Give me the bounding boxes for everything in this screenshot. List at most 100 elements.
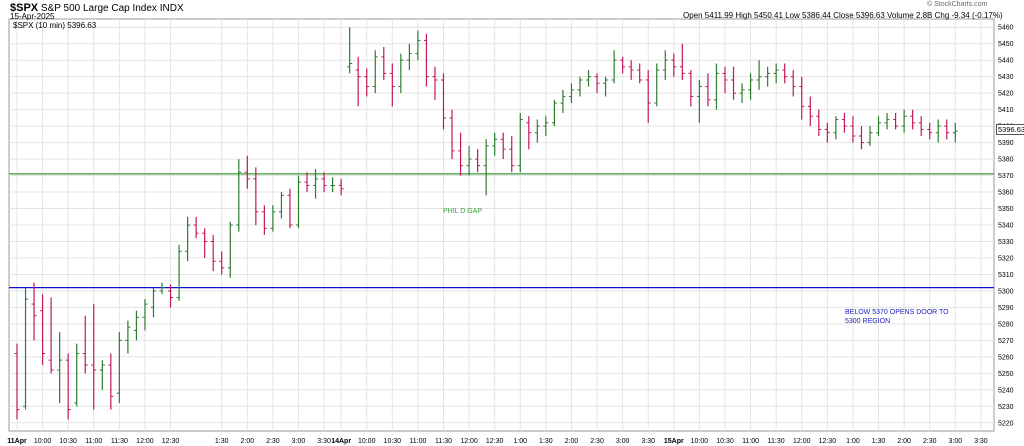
ohlc-bar [850,116,856,143]
ohlc-bar [423,33,429,87]
ohlc-bar [125,320,131,354]
x-tick-label: 14Apr [331,438,351,445]
ohlc-bar [381,47,387,80]
ohlc-bars [14,27,958,420]
ohlc-bar [176,244,182,301]
x-tick-label: 10:00 [691,438,709,445]
ohlc-bar [893,112,899,130]
ohlc-bar [944,119,950,140]
y-tick-label: 5330 [998,239,1014,246]
x-tick-label: 3:00 [948,438,962,445]
exchange: INDX [159,3,184,14]
x-tick-label: 3:00 [292,438,306,445]
ohlc-bar [466,145,472,176]
ohlc-bar [799,76,805,120]
x-tick-label: 3:30 [317,438,331,445]
ohlc-bar [910,109,916,130]
ohlc-bar [782,63,788,84]
ohlc-bar [432,66,438,100]
index-name: S&P 500 Large Cap Index [40,3,157,14]
ohlc-bar [458,132,464,176]
ohlc-bar [696,79,702,123]
ohlc-bar [807,96,813,127]
ohlc-bar [560,89,566,113]
series-legend: $SPX (10 min) 5396.63 [13,21,97,30]
y-tick-label: 5220 [998,420,1014,427]
ohlc-bar [586,70,592,87]
ohlc-bar [884,112,890,130]
ohlc-bar [833,116,839,140]
ohlc-bar [270,205,276,232]
y-tick-label: 5230 [998,404,1014,411]
annotation-support: BELOW 5370 OPENS DOOR TO 5300 REGION [845,309,949,325]
ohlc-bar [765,66,771,87]
watermark: © StockCharts.com [927,1,988,8]
ohlc-bar [159,282,165,295]
ohlc-bar [244,155,250,189]
x-tick-label: 2:00 [897,438,911,445]
ohlc-bar [876,116,882,137]
y-tick-label: 5440 [998,58,1014,65]
ohlc-bar [133,310,139,341]
y-tick-label: 5420 [998,91,1014,98]
ohlc-bar [654,63,660,107]
horizontal-lines [9,173,994,289]
ohlc-bar [952,122,958,143]
ohlc-bar [739,83,745,104]
ohlc-bar [713,63,719,110]
y-tick-label: 5450 [998,41,1014,48]
ohlc-bar [57,332,63,403]
ohlc-bar [253,167,259,225]
ohlc-bar [415,30,421,61]
x-tick-label: 1:30 [539,438,553,445]
ohlc-bar [918,116,924,137]
chart-title: $SPX S&P 500 Large Cap Index INDX [10,2,184,14]
x-tick-label: 1:30 [215,438,229,445]
ohlc-bar [116,332,122,403]
ohlc-bar [74,343,80,407]
ohlc-bar [40,294,46,366]
y-tick-label: 5410 [998,107,1014,114]
last-price-label: 5396.63 [996,124,1024,135]
x-tick-label: 10:30 [384,438,402,445]
symbol: $SPX [10,2,39,14]
ohlc-bar [287,188,293,229]
ohlc-bar [193,216,199,239]
x-tick-label: 2:00 [240,438,254,445]
y-tick-label: 5240 [998,387,1014,394]
ohlc-bar [91,304,97,410]
y-tick-label: 5270 [998,338,1014,345]
ohlc-bar [372,50,378,94]
x-tick-label: 12:00 [136,438,154,445]
ohlc-bar [628,60,634,80]
ohlc-bar [517,112,523,173]
x-tick-label: 12:30 [162,438,180,445]
x-tick-label: 3:30 [974,438,988,445]
ohlc-bar [492,132,498,156]
x-tick-label: 11:00 [409,438,426,445]
ohlc-bar [108,353,114,410]
ohlc-bar [150,287,156,318]
x-tick-label: 10:30 [59,438,77,445]
ohlc-bar [338,178,344,196]
y-tick-label: 5390 [998,140,1014,147]
y-tick-label: 5260 [998,354,1014,361]
ohlc-bar [722,66,728,94]
ohlc-bar [816,109,822,137]
y-tick-label: 5380 [998,157,1014,164]
x-tick-label: 3:00 [616,438,630,445]
ohlc-bar [475,149,481,173]
x-tick-label: 11Apr [7,438,27,445]
ohlc-bar [31,282,37,341]
y-axis: 5220 5230 5240 5250 5260 5270 5280 5290 5300 5310… [998,25,1014,428]
grid-lines [9,19,994,431]
ohlc-bar [756,60,762,90]
ohlc-bar [824,122,830,143]
ohlc-bar [364,68,370,97]
ohlc-bar [603,76,609,97]
x-tick-label: 1:00 [846,438,860,445]
ohlc-summary: Open 5411.99 High 5450.41 Low 5386.44 Cl… [683,11,1003,20]
x-tick-label: 2:30 [590,438,604,445]
ohlc-bar [347,27,353,74]
